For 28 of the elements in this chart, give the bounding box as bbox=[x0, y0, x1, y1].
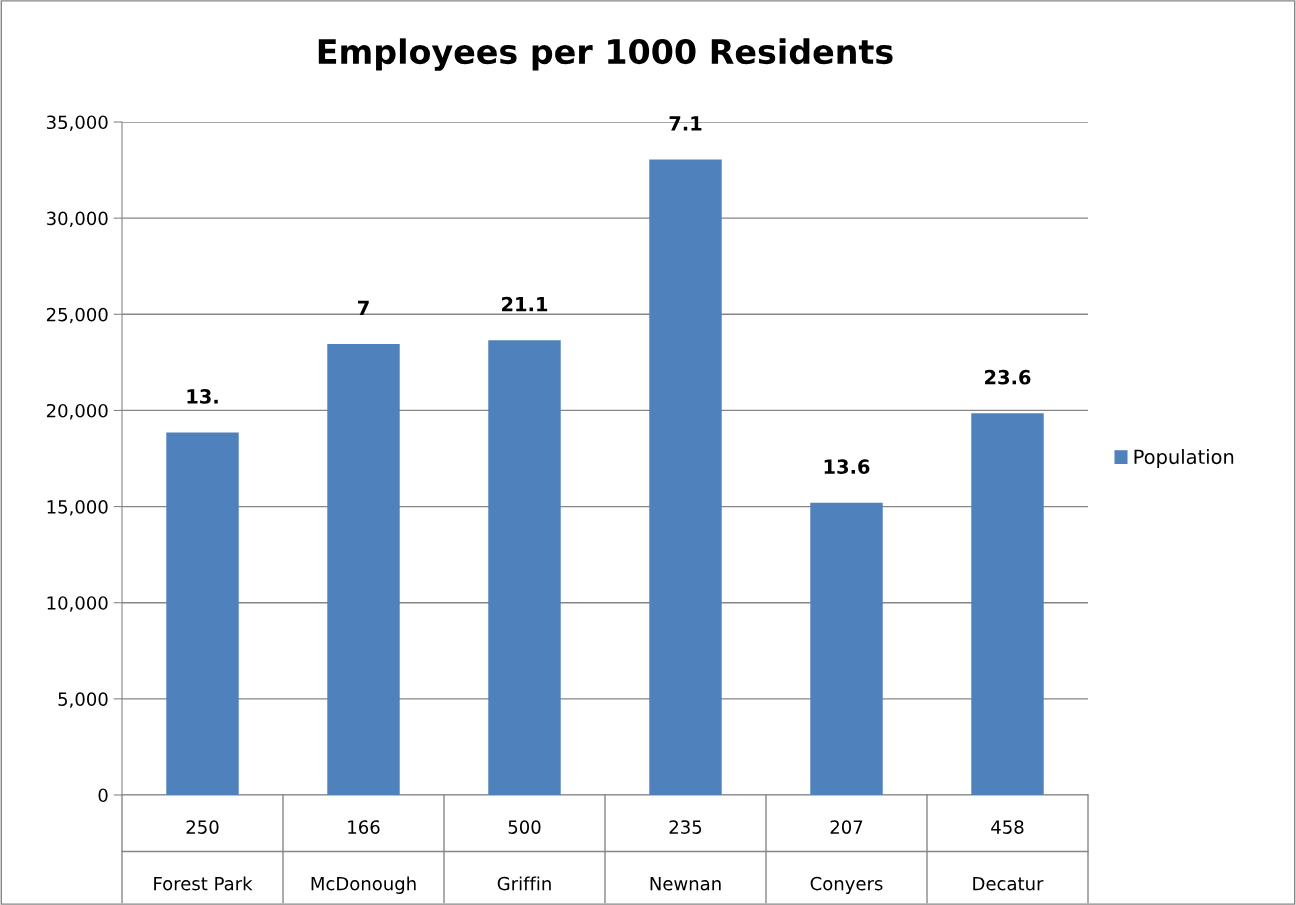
category-label: 458 Decatur bbox=[973, 820, 1044, 891]
bar bbox=[649, 159, 722, 795]
category-label: 166 McDonough bbox=[311, 820, 416, 894]
y-tick-label: 5,000 bbox=[58, 692, 108, 708]
y-tick-label: 10,000 bbox=[47, 596, 108, 612]
annotation: 13.6 bbox=[824, 459, 870, 474]
y-tick-label: 20,000 bbox=[46, 403, 108, 420]
category-label: 500 Griffin bbox=[497, 820, 551, 891]
category-label: 207 Conyers bbox=[810, 820, 883, 894]
legend-label: Population bbox=[1134, 449, 1234, 468]
annotation: 7.1 bbox=[669, 116, 702, 131]
y-tick-label: 30,000 bbox=[47, 211, 108, 228]
category-label: 235 Newnan bbox=[650, 820, 721, 891]
y-tick-label: 25,000 bbox=[46, 307, 108, 324]
bar bbox=[971, 413, 1044, 795]
bar bbox=[488, 340, 561, 795]
bar bbox=[810, 502, 883, 795]
bar bbox=[166, 432, 239, 795]
annotation: 23.6 bbox=[985, 369, 1031, 385]
y-tick-label: 15,000 bbox=[47, 500, 108, 516]
annotation: 21.1 bbox=[502, 296, 548, 312]
chart-title: Employees per 1000 Residents bbox=[318, 38, 893, 71]
y-tick-label: 0 bbox=[98, 788, 108, 803]
bar bbox=[327, 344, 400, 795]
y-tick-label: 35,000 bbox=[47, 115, 108, 131]
annotation: 13. bbox=[187, 389, 218, 404]
annotation: 7 bbox=[358, 300, 369, 316]
category-label: 250 Forest Park bbox=[154, 820, 253, 891]
